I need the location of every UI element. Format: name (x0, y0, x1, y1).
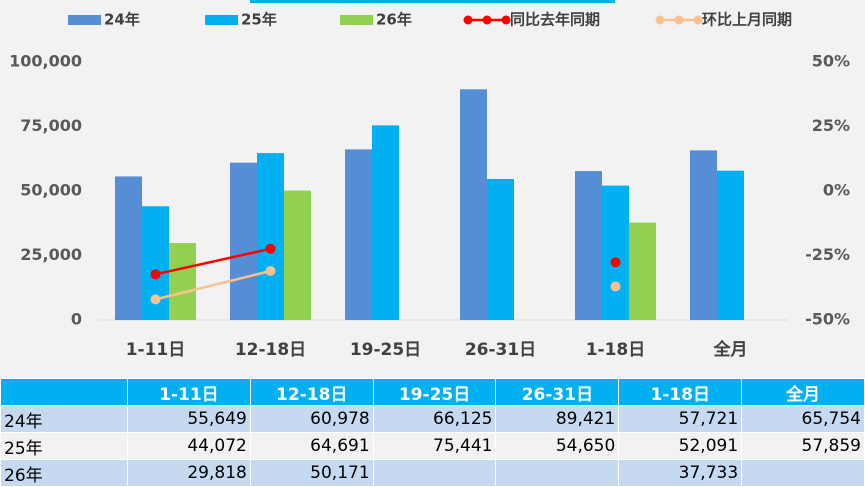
table-cell: 19-25日 (372, 378, 497, 406)
legend-swatch (205, 15, 238, 25)
y2-tick-label: 25% (812, 116, 850, 135)
y-tick-label: 100,000 (9, 52, 82, 71)
top-accent (250, 0, 615, 3)
bar (115, 176, 142, 320)
bar (487, 179, 514, 320)
legend-swatch (68, 15, 101, 25)
table-cell: 全月 (741, 378, 865, 406)
bar (257, 153, 284, 320)
data-table: 1-11日 12-18日 19-25日 26-31日 1-18日 全月 24年 55,649 6… (0, 378, 865, 487)
point (150, 294, 161, 305)
bar (345, 149, 372, 320)
table-cell: 1-18日 (618, 378, 743, 406)
table-cell: 52,091 (618, 432, 743, 460)
table-cell: 12-18日 (249, 378, 374, 406)
x-tick-label: 1-11日 (126, 340, 186, 360)
point (265, 265, 276, 276)
table-cell (372, 459, 497, 487)
table-cell: 25年 (0, 432, 128, 460)
bar (717, 170, 744, 320)
table-cell: 57,721 (618, 405, 743, 433)
y-tick-label: 75,000 (20, 116, 82, 135)
table-cell: 1-11日 (127, 378, 251, 406)
y2-tick-label: 50% (812, 52, 850, 71)
bar (629, 222, 656, 320)
x-tick-label: 26-31日 (465, 340, 536, 360)
bar (230, 162, 257, 320)
table-cell (0, 378, 128, 406)
point (610, 281, 621, 292)
table-cell: 54,650 (495, 432, 620, 460)
y2-tick-label: -25% (805, 245, 850, 264)
legend-label: 26年 (376, 11, 412, 29)
y-tick-label: 50,000 (20, 181, 82, 200)
table-cell (495, 459, 620, 487)
table-cell: 64,691 (249, 432, 374, 460)
table-row: 26年 29,818 50,171 37,733 (0, 459, 865, 487)
bar (460, 89, 487, 320)
table-row: 25年 44,072 64,691 75,441 54,650 52,091 57,859 (0, 432, 865, 460)
table-cell: 57,859 (741, 432, 865, 460)
legend-marker (482, 15, 492, 25)
table-cell: 55,649 (127, 405, 251, 433)
table-cell: 65,754 (741, 405, 865, 433)
table-cell: 66,125 (372, 405, 497, 433)
table-cell: 29,818 (127, 459, 251, 487)
table-cell: 44,072 (127, 432, 251, 460)
table-cell: 26年 (0, 459, 128, 487)
legend-marker (501, 15, 511, 25)
x-tick-label: 全月 (713, 339, 748, 360)
y-tick-label: 25,000 (20, 245, 82, 264)
bar (169, 243, 196, 320)
point (150, 269, 161, 280)
x-tick-label: 1-18日 (586, 340, 646, 360)
legend-marker (674, 15, 684, 25)
table-cell: 37,733 (618, 459, 743, 487)
bar (372, 125, 399, 321)
legend-label: 同比去年同期 (510, 11, 600, 29)
bar (690, 150, 717, 320)
bar (575, 171, 602, 320)
legend-marker (655, 15, 665, 25)
legend-marker (693, 15, 703, 25)
legend-label: 环比上月同期 (702, 11, 792, 29)
bar (602, 185, 629, 320)
table-cell: 26-31日 (495, 378, 620, 406)
chart: 0 25,000 50,000 75,000 100,000 -50% -25% 0% 25% 5… (0, 0, 865, 378)
legend-label: 25年 (241, 11, 277, 29)
table-cell: 50,171 (249, 459, 374, 487)
table-row: 1-11日 12-18日 19-25日 26-31日 1-18日 全月 (0, 378, 865, 406)
legend-marker (463, 15, 473, 25)
point (265, 243, 276, 254)
table-cell: 60,978 (249, 405, 374, 433)
y2-tick-label: 0% (823, 181, 850, 200)
table-row: 24年 55,649 60,978 66,125 89,421 57,721 65,754 (0, 405, 865, 433)
legend-label: 24年 (104, 11, 140, 29)
x-tick-label: 19-25日 (350, 340, 421, 360)
table-cell: 75,441 (372, 432, 497, 460)
x-tick-label: 12-18日 (235, 340, 306, 360)
table-cell (741, 459, 865, 487)
bar (284, 190, 311, 320)
table-cell: 89,421 (495, 405, 620, 433)
legend-swatch (340, 15, 373, 25)
y2-tick-label: -50% (805, 310, 850, 329)
y-tick-label: 0 (71, 310, 82, 329)
point (610, 257, 621, 268)
table-cell: 24年 (0, 405, 128, 433)
